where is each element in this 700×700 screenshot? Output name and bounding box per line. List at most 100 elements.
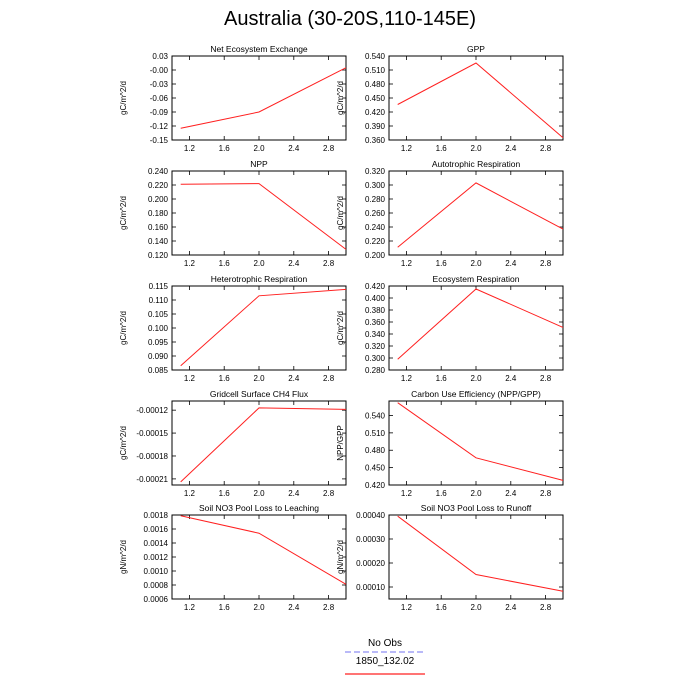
- series-line: [397, 182, 564, 248]
- y-tick-label: 0.085: [148, 366, 169, 375]
- chart-panel: Net Ecosystem Exchange 0.03 -0.00 -0.03 -0.0…: [119, 44, 347, 153]
- x-tick-label: 1.6: [219, 259, 231, 268]
- x-tick-label: 1.2: [401, 374, 413, 383]
- x-tick-label: 2.4: [505, 144, 517, 153]
- plot-frame: [388, 55, 564, 141]
- x-tick-label: 2.0: [470, 603, 482, 612]
- x-tick-label: 1.6: [219, 603, 231, 612]
- legend-line-no-obs: [345, 651, 425, 653]
- y-tick-label: 0.0006: [144, 595, 169, 604]
- x-tick-label: 1.2: [184, 374, 196, 383]
- y-axis-label: gC/m^2/d: [119, 81, 128, 115]
- y-tick-label: 0.360: [365, 318, 386, 327]
- y-tick-label: 0.540: [365, 52, 386, 61]
- x-tick-label: 1.2: [401, 259, 413, 268]
- x-tick-label: 2.4: [288, 489, 300, 498]
- y-tick-label: 0.0018: [144, 511, 169, 520]
- x-tick-label: 2.8: [323, 259, 335, 268]
- y-tick-label: 0.220: [148, 181, 169, 190]
- chart-panel: Carbon Use Efficiency (NPP/GPP) 0.540 0.51…: [336, 389, 564, 498]
- y-tick-label: 0.340: [365, 330, 386, 339]
- chart-panel: NPP 0.240 0.220 0.200 0.180 0.160 0.140 0.120 1.…: [119, 159, 347, 268]
- y-tick-label: 0.540: [365, 411, 386, 420]
- x-tick-label: 2.4: [505, 374, 517, 383]
- y-tick-label: 0.100: [148, 324, 169, 333]
- y-axis-label: gC/m^2/d: [336, 311, 345, 345]
- y-tick-label: 0.160: [148, 223, 169, 232]
- y-tick-label: 0.00020: [356, 559, 385, 568]
- y-tick-label: -0.12: [150, 122, 169, 131]
- y-tick-label: -0.06: [150, 94, 169, 103]
- series-line: [397, 402, 564, 481]
- x-tick-label: 2.8: [540, 489, 552, 498]
- chart-panel: Gridcell Surface CH4 Flux -0.00012 -0.0001…: [119, 389, 347, 498]
- x-tick-label: 2.0: [470, 489, 482, 498]
- y-axis-label: gN/m^2/d: [336, 540, 345, 574]
- y-tick-label: 0.120: [148, 251, 169, 260]
- y-tick-label: 0.240: [148, 167, 169, 176]
- y-tick-label: -0.09: [150, 108, 169, 117]
- y-tick-label: 0.0016: [144, 525, 169, 534]
- x-tick-label: 2.8: [323, 374, 335, 383]
- y-axis-label: gC/m^2/d: [119, 311, 128, 345]
- y-tick-label: 0.095: [148, 338, 169, 347]
- x-tick-label: 2.4: [505, 603, 517, 612]
- chart-title: Heterotrophic Respiration: [211, 274, 308, 284]
- series-line: [180, 183, 347, 250]
- y-tick-label: 0.0014: [144, 539, 169, 548]
- y-axis-label: gC/m^2/d: [119, 426, 128, 460]
- chart-panel: GPP 0.540 0.510 0.480 0.450 0.420 0.390 0.360 1.…: [336, 44, 564, 153]
- plot-frame: [388, 285, 564, 371]
- chart-title: Soil NO3 Pool Loss to Leaching: [199, 503, 319, 513]
- y-axis-label: gN/m^2/d: [119, 540, 128, 574]
- x-tick-label: 2.8: [540, 603, 552, 612]
- x-tick-label: 1.6: [219, 489, 231, 498]
- y-tick-label: -0.15: [150, 136, 169, 145]
- y-tick-label: 0.450: [365, 94, 386, 103]
- x-tick-label: 2.8: [540, 374, 552, 383]
- y-tick-label: 0.200: [148, 195, 169, 204]
- x-tick-label: 1.2: [401, 144, 413, 153]
- x-tick-label: 1.6: [436, 144, 448, 153]
- y-tick-label: 0.00010: [356, 583, 385, 592]
- y-tick-label: 0.280: [365, 366, 386, 375]
- y-tick-label: 0.400: [365, 294, 386, 303]
- x-tick-label: 2.4: [288, 144, 300, 153]
- x-tick-label: 1.2: [401, 489, 413, 498]
- y-tick-label: -0.00012: [136, 406, 168, 415]
- y-tick-label: 0.03: [152, 52, 168, 61]
- y-tick-label: -0.00018: [136, 452, 168, 461]
- x-tick-label: 2.8: [540, 144, 552, 153]
- x-tick-label: 2.4: [288, 603, 300, 612]
- y-tick-label: 0.420: [365, 282, 386, 291]
- x-tick-label: 2.8: [323, 144, 335, 153]
- y-tick-label: 0.280: [365, 195, 386, 204]
- x-tick-label: 2.0: [253, 374, 265, 383]
- x-tick-label: 2.0: [253, 489, 265, 498]
- chart-panel: Soil NO3 Pool Loss to Leaching 0.0018 0.00…: [119, 503, 347, 612]
- x-tick-label: 1.2: [184, 603, 196, 612]
- y-tick-label: -0.00021: [136, 475, 168, 484]
- y-tick-label: -0.00015: [136, 429, 168, 438]
- x-tick-label: 1.6: [436, 603, 448, 612]
- y-tick-label: 0.00040: [356, 511, 385, 520]
- y-tick-label: 0.510: [365, 429, 386, 438]
- x-tick-label: 1.6: [219, 144, 231, 153]
- chart-panel: Heterotrophic Respiration 0.115 0.110 0.105…: [119, 274, 347, 383]
- series-line: [397, 515, 564, 592]
- x-tick-label: 2.0: [470, 259, 482, 268]
- y-tick-label: 0.110: [149, 296, 169, 305]
- y-tick-label: 0.300: [365, 181, 386, 190]
- y-tick-label: 0.240: [365, 223, 386, 232]
- legend-entry-label: 1850_132.02: [355, 656, 415, 667]
- series-line: [180, 67, 347, 129]
- chart-title: Carbon Use Efficiency (NPP/GPP): [411, 389, 541, 399]
- plot-frame: [171, 285, 347, 371]
- series-line: [180, 515, 347, 585]
- plot-frame: [171, 514, 347, 600]
- y-tick-label: 0.480: [365, 446, 386, 455]
- y-tick-label: 0.510: [365, 66, 386, 75]
- x-tick-label: 2.8: [323, 603, 335, 612]
- series-line: [180, 288, 347, 367]
- plot-frame: [388, 400, 564, 486]
